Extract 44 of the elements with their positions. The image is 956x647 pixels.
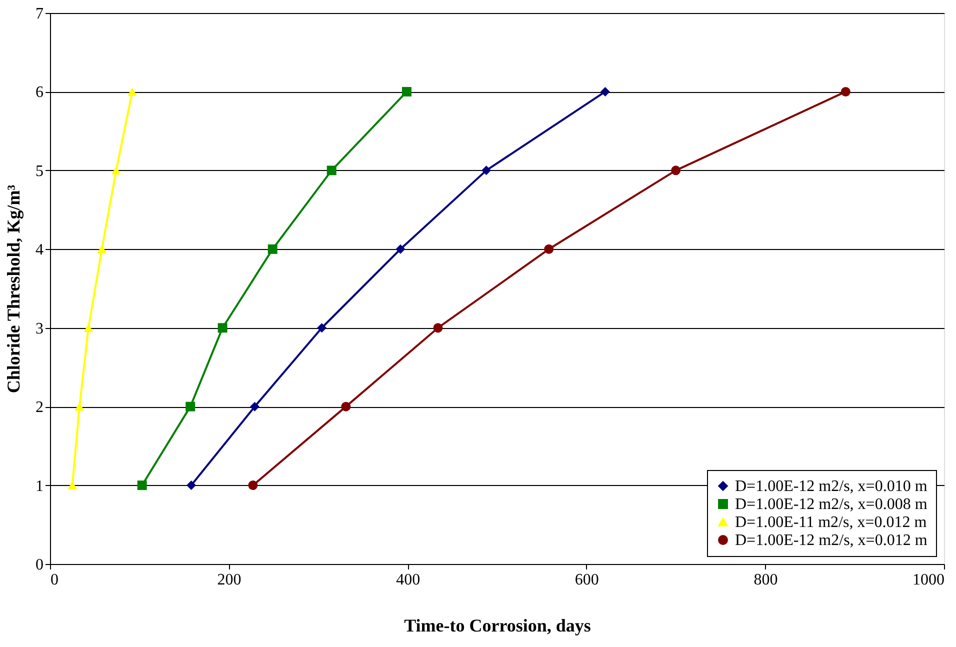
y-tick-label: 1 <box>36 478 44 495</box>
x-tick-label: 1000 <box>912 572 944 588</box>
y-tick-label: 3 <box>36 320 44 338</box>
y-tick-label: 6 <box>36 84 44 102</box>
point <box>218 323 228 333</box>
y-tick-label: 5 <box>36 162 44 180</box>
point <box>248 480 258 490</box>
point <box>68 481 78 490</box>
y-tick-label: 2 <box>36 399 44 416</box>
x-tick-label: 400 <box>396 572 420 588</box>
x-tick-label: 200 <box>217 572 242 588</box>
point <box>186 402 196 412</box>
point <box>840 86 850 96</box>
x-tick-label: 800 <box>754 572 778 588</box>
point <box>97 245 107 254</box>
y-tick-label: 4 <box>36 242 44 259</box>
point <box>544 244 554 254</box>
point <box>600 86 610 96</box>
point <box>250 402 260 412</box>
point <box>671 166 681 176</box>
x-tick-label: 600 <box>574 572 599 588</box>
legend-label: D=1.00E-12 m2/s, x=0.012 m <box>735 532 928 549</box>
point <box>268 244 278 254</box>
point <box>482 166 492 176</box>
legend-label: D=1.00E-11 m2/s, x=0.012 m <box>735 514 928 531</box>
y-tick-label: 7 <box>36 6 44 22</box>
point <box>74 402 84 411</box>
point <box>402 86 412 96</box>
point <box>84 324 94 332</box>
point <box>433 323 443 333</box>
point <box>341 402 351 412</box>
point <box>317 323 327 333</box>
point <box>111 166 121 175</box>
legend-label: D=1.00E-12 m2/s, x=0.010 m <box>735 478 928 495</box>
y-tick-label: 0 <box>36 556 44 574</box>
x-tick-label: 0 <box>50 572 58 588</box>
point <box>137 480 147 490</box>
x-axis-title: Time-to Corrosion, days <box>404 616 591 636</box>
legend-label: D=1.00E-12 m2/s, x=0.008 m <box>735 496 928 513</box>
y-axis-title: Chloride Threshold, Kg/m³ <box>4 184 24 394</box>
point <box>396 244 406 254</box>
point <box>186 480 196 490</box>
point <box>326 166 336 176</box>
point <box>128 88 137 96</box>
